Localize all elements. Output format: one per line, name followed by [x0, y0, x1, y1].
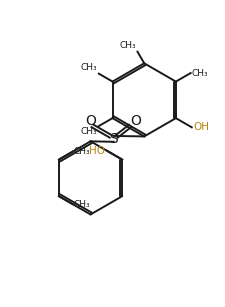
- Text: CH₃: CH₃: [81, 64, 98, 72]
- Text: CH₃: CH₃: [74, 147, 90, 156]
- Text: OH: OH: [193, 122, 209, 132]
- Text: O: O: [130, 114, 141, 128]
- Text: CH₃: CH₃: [192, 68, 209, 78]
- Text: CH₃: CH₃: [120, 41, 136, 50]
- Text: CH₃: CH₃: [74, 200, 90, 208]
- Text: O: O: [86, 114, 97, 128]
- Text: S: S: [109, 132, 118, 146]
- Text: CH₃: CH₃: [81, 126, 98, 136]
- Text: HO: HO: [90, 146, 106, 156]
